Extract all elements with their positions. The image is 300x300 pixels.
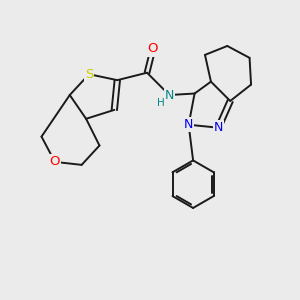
Text: O: O xyxy=(50,155,60,168)
Text: N: N xyxy=(184,118,193,131)
Text: S: S xyxy=(85,68,93,81)
Text: H: H xyxy=(157,98,164,108)
Text: O: O xyxy=(148,42,158,56)
Text: N: N xyxy=(165,88,174,101)
Text: N: N xyxy=(214,121,223,134)
